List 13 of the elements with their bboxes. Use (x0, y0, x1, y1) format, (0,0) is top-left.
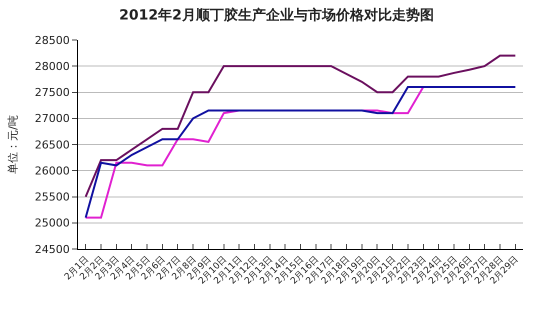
y-tick-label: 24500 (34, 242, 70, 256)
y-tick-label: 25000 (34, 216, 70, 230)
y-tick-label: 25500 (34, 190, 70, 204)
y-tick-label: 26500 (34, 138, 70, 152)
chart-title: 2012年2月顺丁胶生产企业与市场价格对比走势图 (119, 6, 434, 24)
line-series (84, 54, 516, 198)
y-tick-label: 27500 (34, 86, 70, 100)
y-axis-title: 单位：元/吨 (6, 115, 20, 174)
line-series (84, 86, 516, 219)
y-tick-label: 28000 (34, 60, 70, 73)
y-tick-label: 26000 (34, 164, 70, 178)
y-tick-label: 27000 (34, 112, 70, 126)
y-tick-label: 28500 (34, 34, 70, 47)
